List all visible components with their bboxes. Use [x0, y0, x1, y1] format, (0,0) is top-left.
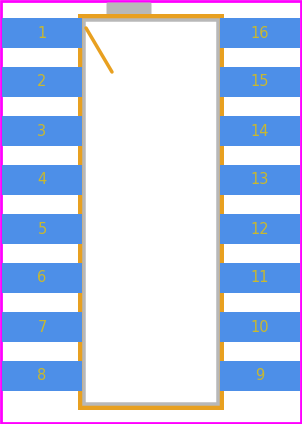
Text: 7: 7: [37, 320, 47, 335]
Bar: [2, 116, 82, 146]
Bar: [220, 18, 300, 48]
Bar: [220, 116, 300, 146]
Bar: [220, 312, 300, 342]
Bar: [78, 14, 224, 410]
Bar: [2, 312, 82, 342]
Bar: [2, 214, 82, 244]
Text: 3: 3: [37, 123, 47, 139]
FancyBboxPatch shape: [107, 3, 152, 16]
Text: 11: 11: [251, 271, 269, 285]
Bar: [220, 165, 300, 195]
Bar: [220, 263, 300, 293]
Bar: [220, 214, 300, 244]
Text: 5: 5: [37, 221, 47, 237]
Text: 14: 14: [251, 123, 269, 139]
Text: 12: 12: [251, 221, 269, 237]
Bar: [220, 67, 300, 97]
FancyBboxPatch shape: [84, 20, 218, 404]
Bar: [2, 361, 82, 391]
Bar: [2, 165, 82, 195]
Bar: [2, 263, 82, 293]
Bar: [2, 67, 82, 97]
Text: 9: 9: [255, 368, 265, 383]
Text: 8: 8: [37, 368, 47, 383]
Text: 13: 13: [251, 173, 269, 187]
Text: 6: 6: [37, 271, 47, 285]
Text: 15: 15: [251, 75, 269, 89]
Text: 1: 1: [37, 25, 47, 41]
Text: 2: 2: [37, 75, 47, 89]
Text: 4: 4: [37, 173, 47, 187]
Bar: [220, 361, 300, 391]
Text: 10: 10: [251, 320, 269, 335]
Text: 16: 16: [251, 25, 269, 41]
Bar: [2, 18, 82, 48]
